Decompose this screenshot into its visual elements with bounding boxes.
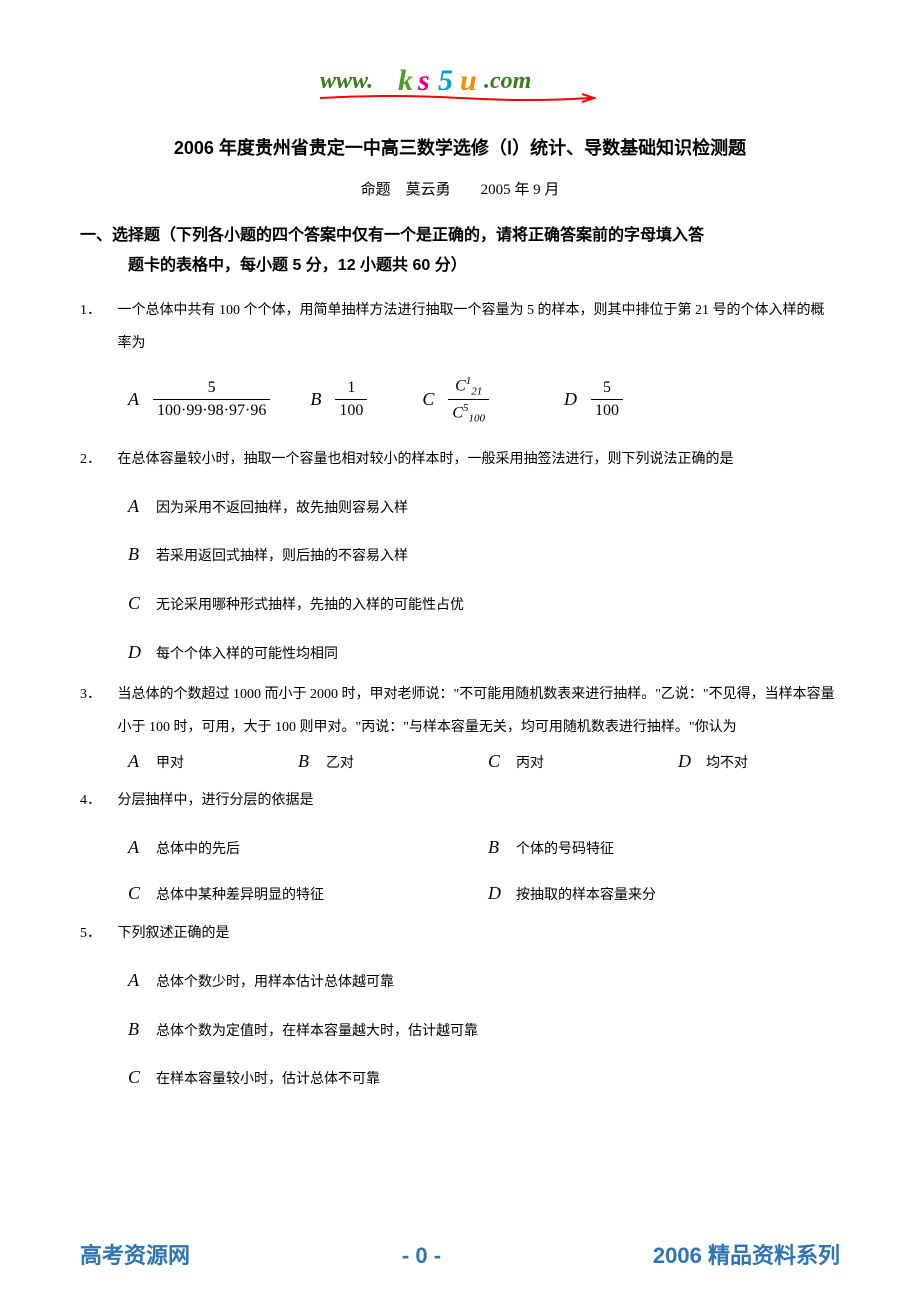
q5-optC: C在样本容量较小时，估计总体不可靠 (128, 1054, 840, 1101)
svg-text:u: u (460, 64, 477, 97)
q1-optA: A 5 100·99·98·97·96 (128, 379, 270, 420)
q2-optB: B若采用返回式抽样，则后抽的不容易入样 (128, 531, 840, 578)
q4-num: 4． (80, 784, 114, 818)
q3-optB: B乙对 (298, 751, 488, 772)
question-4: 4． 分层抽样中，进行分层的依据是 (80, 784, 840, 818)
svg-text:k: k (398, 64, 413, 97)
footer: 高考资源网 - 0 - 2006 精品资料系列 (80, 1238, 840, 1270)
opt-letter-b: B (310, 389, 321, 410)
question-3: 3． 当总体的个数超过 1000 而小于 2000 时，甲对老师说："不可能用随… (80, 678, 840, 745)
question-2: 2． 在总体容量较小时，抽取一个容量也相对较小的样本时，一般采用抽签法进行，则下… (80, 443, 840, 477)
q1-optC: C C121 C5100 (422, 375, 489, 425)
q1-text: 一个总体中共有 100 个个体，用简单抽样方法进行抽取一个容量为 5 的样本，则… (118, 294, 838, 361)
svg-text:s: s (417, 64, 430, 97)
opt-letter-a: A (128, 389, 139, 410)
q4-optC: C总体中某种差异明显的特征 (128, 870, 488, 917)
q2-optA: A因为采用不返回抽样，故先抽则容易入样 (128, 483, 840, 530)
svg-text:.com: .com (484, 68, 531, 94)
opt-letter-d: D (564, 389, 577, 410)
svg-text:www.: www. (320, 68, 373, 94)
q2-num: 2． (80, 443, 114, 477)
q4-options: A总体中的先后 B个体的号码特征 C总体中某种差异明显的特征 D按抽取的样本容量… (80, 824, 840, 918)
q1-optD-frac: 5 100 (591, 379, 623, 420)
q4-text: 分层抽样中，进行分层的依据是 (118, 784, 838, 818)
subtitle: 命题 莫云勇 2005 年 9 月 (80, 178, 840, 199)
question-5: 5． 下列叙述正确的是 (80, 917, 840, 951)
q5-num: 5． (80, 917, 114, 951)
q5-text: 下列叙述正确的是 (118, 917, 838, 951)
q4-optD: D按抽取的样本容量来分 (488, 870, 656, 917)
footer-left: 高考资源网 (80, 1238, 190, 1270)
q2-options: A因为采用不返回抽样，故先抽则容易入样 B若采用返回式抽样，则后抽的不容易入样 … (80, 483, 840, 676)
q1-optA-frac: 5 100·99·98·97·96 (153, 379, 270, 420)
q5-optB: B总体个数为定值时，在样本容量越大时，估计越可靠 (128, 1006, 840, 1053)
q1-optB-frac: 1 100 (335, 379, 367, 420)
section-line2: 题卡的表格中，每小题 5 分，12 小题共 60 分） (80, 251, 840, 281)
q1-options: A 5 100·99·98·97·96 B 1 100 C C121 C5100… (80, 375, 840, 425)
logo-area: www. k s 5 u .com (80, 60, 840, 109)
q3-options: A甲对 B乙对 C丙对 D均不对 (80, 751, 840, 772)
q1-optD: D 5 100 (564, 379, 623, 420)
logo-svg: www. k s 5 u .com (320, 60, 600, 104)
q3-optD: D均不对 (678, 751, 748, 772)
q3-optC: C丙对 (488, 751, 678, 772)
q5-optA: A总体个数少时，用样本估计总体越可靠 (128, 957, 840, 1004)
q1-num: 1． (80, 294, 114, 328)
footer-right: 2006 精品资料系列 (653, 1238, 840, 1270)
svg-text:5: 5 (438, 64, 453, 97)
q4-optB: B个体的号码特征 (488, 824, 614, 871)
q3-text: 当总体的个数超过 1000 而小于 2000 时，甲对老师说："不可能用随机数表… (118, 678, 838, 745)
footer-center: - 0 - (402, 1243, 441, 1269)
q2-text: 在总体容量较小时，抽取一个容量也相对较小的样本时，一般采用抽签法进行，则下列说法… (118, 443, 838, 477)
q1-optB: B 1 100 (310, 379, 367, 420)
q3-num: 3． (80, 678, 114, 712)
q2-optD: D每个个体入样的可能性均相同 (128, 629, 840, 676)
q4-optA: A总体中的先后 (128, 824, 488, 871)
q2-optC: C无论采用哪种形式抽样，先抽的入样的可能性占优 (128, 580, 840, 627)
page-title: 2006 年度贵州省贵定一中高三数学选修（Ⅰ）统计、导数基础知识检测题 (80, 134, 840, 160)
q1-optC-frac: C121 C5100 (448, 375, 489, 425)
opt-letter-c: C (422, 389, 434, 410)
section-line1: 一、选择题（下列各小题的四个答案中仅有一个是正确的，请将正确答案前的字母填入答 (80, 227, 704, 244)
question-1: 1． 一个总体中共有 100 个个体，用简单抽样方法进行抽取一个容量为 5 的样… (80, 294, 840, 361)
section-header: 一、选择题（下列各小题的四个答案中仅有一个是正确的，请将正确答案前的字母填入答 … (80, 221, 840, 282)
q5-options: A总体个数少时，用样本估计总体越可靠 B总体个数为定值时，在样本容量越大时，估计… (80, 957, 840, 1101)
q3-optA: A甲对 (128, 751, 298, 772)
